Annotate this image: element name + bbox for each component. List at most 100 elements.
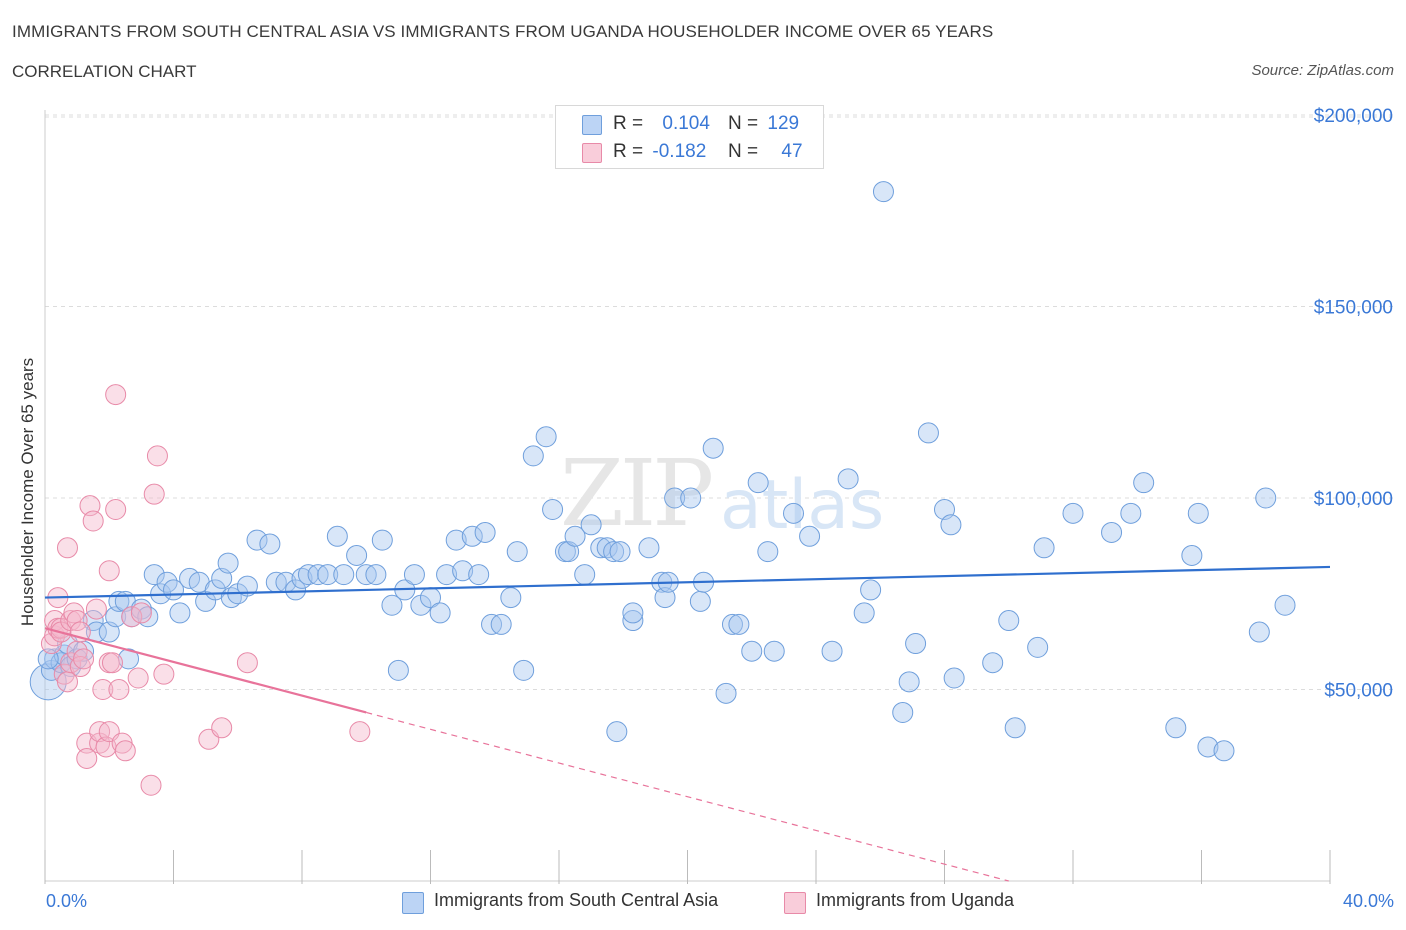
- blue-point: [259, 533, 281, 555]
- grid-lines: [45, 114, 1393, 690]
- legend-r-label: R =: [613, 141, 644, 162]
- blue-point: [169, 602, 191, 624]
- blue-point: [860, 579, 882, 601]
- chart-subtitle: CORRELATION CHART: [12, 62, 197, 81]
- series-legend-item-blue: Immigrants from South Central Asia: [402, 890, 719, 914]
- correlation-legend: R = 0.104 N = 129 R = -0.182 N = 47: [555, 105, 824, 169]
- series-legend-label: Immigrants from South Central Asia: [434, 890, 719, 910]
- blue-point: [680, 487, 702, 509]
- blue-point: [1120, 502, 1142, 524]
- blue-point: [982, 652, 1004, 674]
- blue-point: [468, 564, 490, 586]
- blue-point: [365, 564, 387, 586]
- series-swatch-blue: [402, 892, 424, 914]
- blue-point: [1165, 717, 1187, 739]
- blue-point: [1197, 736, 1219, 758]
- blue-point: [381, 594, 403, 616]
- legend-r-value: 0.104: [662, 113, 710, 134]
- pink-point: [211, 717, 233, 739]
- blue-point: [622, 610, 644, 632]
- blue-point: [403, 564, 425, 586]
- blue-point: [821, 640, 843, 662]
- blue-point: [638, 537, 660, 559]
- blue-point: [522, 445, 544, 467]
- blue-point: [892, 701, 914, 723]
- y-tick-label: $100,000: [1314, 489, 1393, 510]
- blue-point: [872, 181, 894, 203]
- blue-point: [898, 671, 920, 693]
- source-label: Source: ZipAtlas.com: [1251, 62, 1394, 79]
- blue-point: [998, 610, 1020, 632]
- blue-point: [246, 529, 268, 551]
- x-axis-min-label: 0.0%: [46, 891, 88, 911]
- legend-swatch-blue: [582, 115, 602, 135]
- blue-point: [574, 564, 596, 586]
- blue-point: [436, 564, 458, 586]
- blue-point: [837, 468, 859, 490]
- blue-point: [741, 640, 763, 662]
- axes: [44, 110, 1331, 884]
- trend-line-pink-extension: [366, 711, 1009, 882]
- pink-point: [146, 445, 168, 467]
- pink-point: [127, 667, 149, 689]
- y-tick-label: $200,000: [1314, 106, 1393, 127]
- blue-point: [1027, 636, 1049, 658]
- blue-point: [1033, 537, 1055, 559]
- blue-point: [371, 529, 393, 551]
- blue-point: [689, 590, 711, 612]
- blue-point: [603, 541, 625, 563]
- blue-point: [445, 529, 467, 551]
- pink-point: [153, 663, 175, 685]
- svg-text:ZIP: ZIP: [560, 440, 711, 547]
- blue-point: [757, 541, 779, 563]
- pink-point: [114, 740, 136, 762]
- blue-point: [137, 606, 159, 628]
- pink-point: [76, 747, 98, 769]
- blue-point: [452, 560, 474, 582]
- blue-point: [1133, 472, 1155, 494]
- blue-point: [474, 521, 496, 543]
- blue-point: [763, 640, 785, 662]
- blue-point: [596, 537, 618, 559]
- blue-point: [783, 502, 805, 524]
- y-tick-labels: $50,000 $100,000 $150,000 $200,000: [1314, 106, 1393, 702]
- blue-point: [506, 541, 528, 563]
- blue-point: [747, 472, 769, 494]
- blue-point: [606, 721, 628, 743]
- chart-title: IMMIGRANTS FROM SOUTH CENTRAL ASIA VS IM…: [12, 22, 994, 41]
- blue-point: [317, 564, 339, 586]
- pink-point: [143, 483, 165, 505]
- blue-point: [500, 587, 522, 609]
- legend-r-value: -0.182: [652, 141, 707, 162]
- trend-lines: [44, 565, 1331, 882]
- blue-point: [1248, 621, 1270, 643]
- blue-point: [326, 525, 348, 547]
- legend-r-label: R =: [613, 113, 644, 134]
- pink-point: [101, 652, 123, 674]
- pink-point: [105, 498, 127, 520]
- pink-point: [349, 721, 371, 743]
- blue-point: [429, 602, 451, 624]
- blue-point: [291, 567, 313, 589]
- legend-swatch-pink: [582, 143, 602, 163]
- blue-point: [580, 514, 602, 536]
- blue-point: [542, 498, 564, 520]
- series-uganda: [40, 384, 371, 796]
- series-legend-item-pink: Immigrants from Uganda: [784, 890, 1015, 914]
- watermark: ZIP atlas: [560, 440, 884, 547]
- blue-point: [535, 426, 557, 448]
- pink-point: [92, 679, 114, 700]
- blue-point: [1187, 502, 1209, 524]
- blue-point: [1062, 502, 1084, 524]
- blue-point: [564, 525, 586, 547]
- blue-point: [728, 613, 750, 635]
- pink-point: [82, 510, 104, 532]
- svg-text:atlas: atlas: [720, 466, 884, 545]
- series-legend-label: Immigrants from Uganda: [816, 890, 1015, 910]
- blue-point: [664, 487, 686, 509]
- trend-line-pink: [44, 627, 367, 714]
- x-axis-max-label: 40.0%: [1342, 891, 1394, 911]
- legend-n-value: 129: [767, 113, 800, 134]
- blue-point: [622, 602, 644, 624]
